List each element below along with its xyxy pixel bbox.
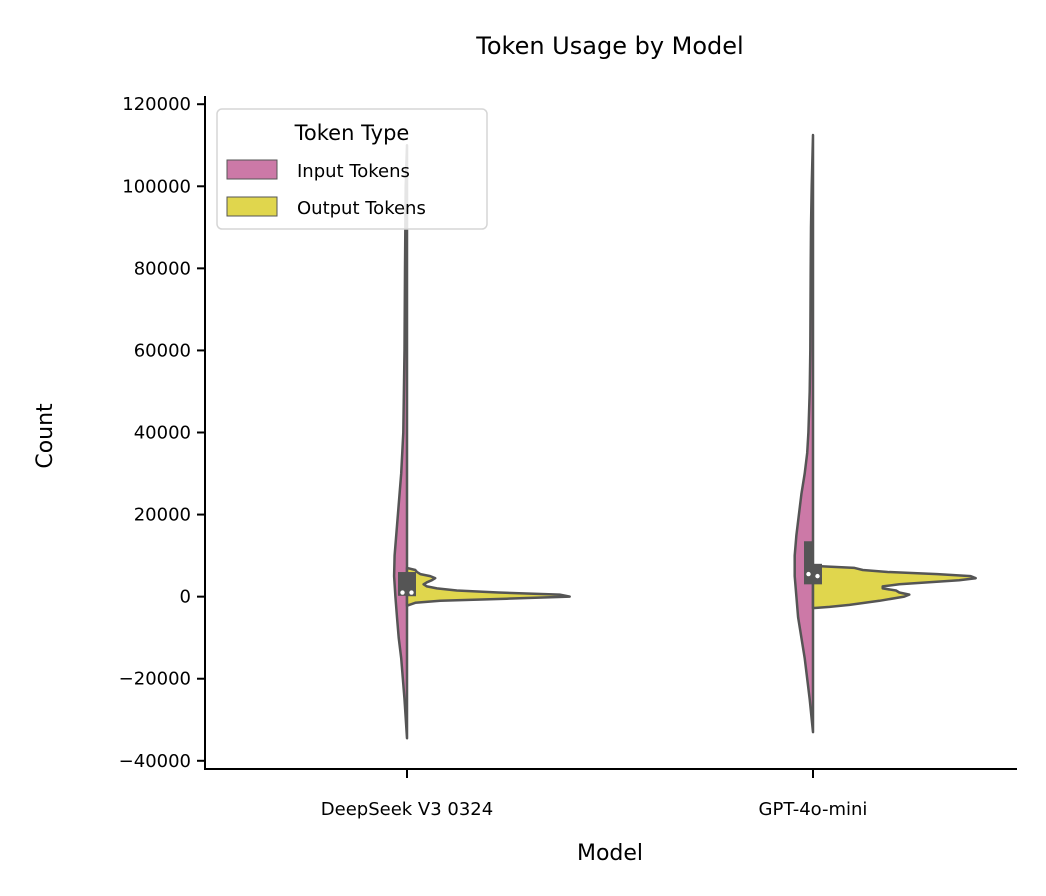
y-tick-label: 80000 [134, 258, 191, 279]
legend-swatch-output-tokens [226, 196, 278, 217]
legend-title: Token Type [294, 121, 410, 145]
violin-output-tokens-deepseek-v3-0324 [405, 566, 571, 607]
y-tick-label: 100000 [122, 176, 191, 197]
chart-title: Token Usage by Model [475, 32, 743, 60]
box-iqr-input-tokens-deepseek-v3-0324 [398, 572, 407, 596]
legend-frame [216, 108, 488, 230]
box-median-input-tokens-gpt-4o-mini [806, 571, 811, 577]
y-tick-label: 60000 [134, 340, 191, 361]
y-tick-label: 40000 [134, 423, 191, 444]
y-tick-label: 0 [180, 587, 191, 608]
box-median-output-tokens-deepseek-v3-0324 [409, 590, 414, 595]
legend-swatch-input-tokens [226, 159, 278, 180]
x-axis-title: Model [577, 841, 643, 866]
y-tick-label: −40000 [119, 751, 191, 772]
box-markers [398, 541, 822, 597]
box-median-output-tokens-gpt-4o-mini [815, 573, 820, 579]
y-axis-title: Count [33, 403, 58, 469]
legend-label-input-tokens: Input Tokens [297, 161, 410, 182]
box-iqr-output-tokens-deepseek-v3-0324 [407, 572, 416, 597]
legend: Token Type Input Tokens Output Tokens [216, 108, 488, 230]
y-tick-label: −20000 [119, 669, 191, 690]
box-iqr-input-tokens-gpt-4o-mini [804, 541, 813, 585]
violin-output-tokens-gpt-4o-mini [811, 564, 977, 610]
y-axis-ticks: −40000 −20000 0 20000 40000 60000 80000 100000 1… [119, 94, 205, 772]
x-axis-ticks: DeepSeek V3 0324 GPT-4o-mini [321, 769, 868, 820]
x-tick-label: GPT-4o-mini [759, 799, 868, 820]
legend-label-output-tokens: Output Tokens [297, 198, 426, 219]
y-tick-label: 120000 [122, 94, 191, 115]
y-tick-label: 20000 [134, 505, 191, 526]
box-median-input-tokens-deepseek-v3-0324 [400, 590, 405, 595]
x-tick-label: DeepSeek V3 0324 [321, 799, 493, 820]
